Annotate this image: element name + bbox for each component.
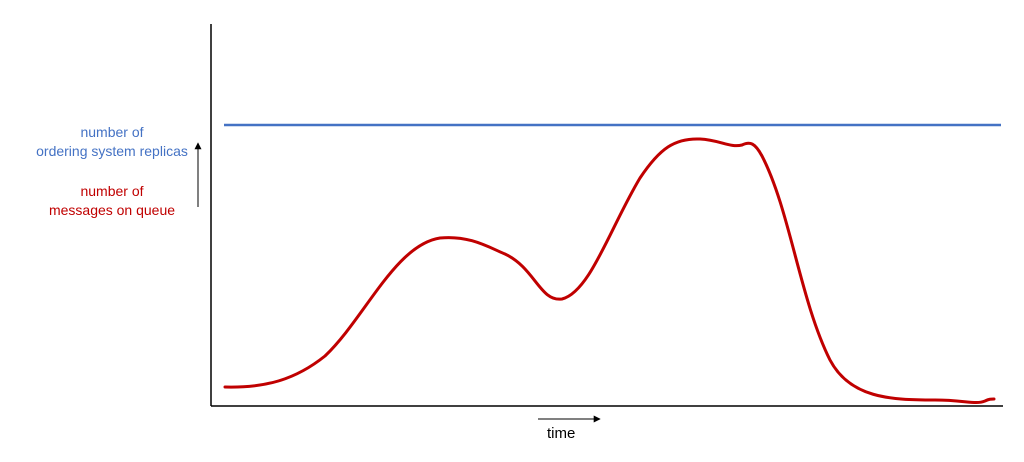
messages-label-line2: messages on queue bbox=[48, 202, 176, 218]
x-axis-label: time bbox=[547, 425, 576, 442]
replicas-label: number of ordering system replicas bbox=[32, 123, 192, 161]
messages-label-line1: number of bbox=[80, 183, 144, 199]
replicas-label-line1: number of bbox=[80, 124, 144, 140]
messages-label: number of messages on queue bbox=[32, 182, 192, 220]
replicas-label-line2: ordering system replicas bbox=[36, 143, 188, 159]
messages-curve bbox=[223, 137, 996, 405]
